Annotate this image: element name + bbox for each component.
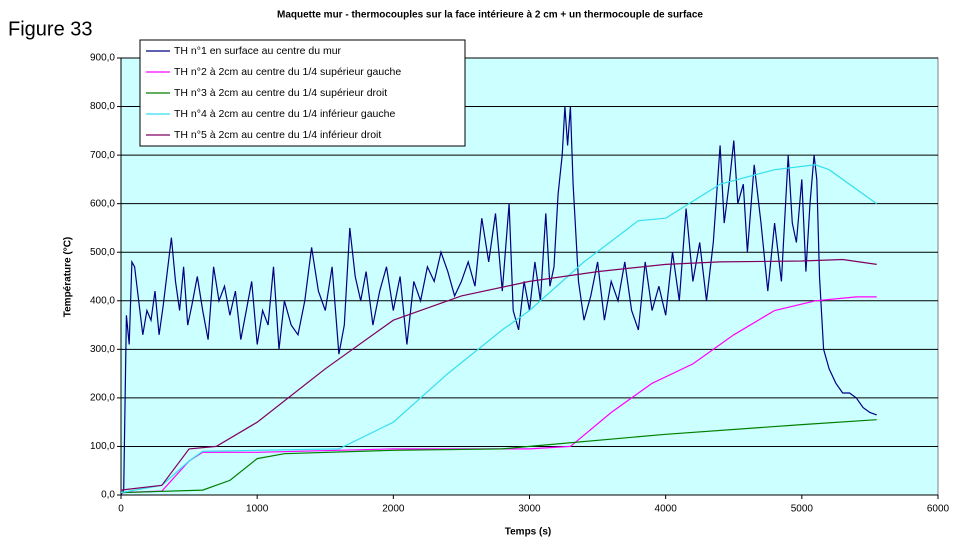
legend-box	[139, 39, 466, 147]
legend-label: TH n°3 à 2cm au centre du 1/4 supérieur …	[174, 87, 387, 99]
y-tick-label: 300,0	[90, 344, 115, 355]
legend-label: TH n°1 en surface au centre du mur	[174, 45, 342, 57]
x-tick-label: 5000	[791, 504, 814, 515]
y-axis-label: Température (°C)	[63, 237, 74, 318]
y-tick-label: 800,0	[90, 101, 115, 112]
y-tick-label: 200,0	[90, 393, 115, 404]
y-tick-label: 600,0	[90, 198, 115, 209]
x-tick-label: 2000	[382, 504, 405, 515]
series-line	[120, 419, 877, 494]
y-tick-label: 900,0	[90, 53, 115, 64]
y-tick-label: 0,0	[101, 490, 115, 501]
legend-label: TH n°4 à 2cm au centre du 1/4 inférieur …	[174, 108, 395, 120]
series-line	[120, 258, 877, 491]
series-line	[120, 106, 877, 496]
x-tick-label: 0	[118, 504, 124, 515]
y-tick-label: 400,0	[90, 295, 115, 306]
x-axis-label: Temps (s)	[505, 527, 552, 538]
legend-label: TH n°2 à 2cm au centre du 1/4 supérieur …	[174, 66, 401, 78]
series-line	[120, 164, 878, 494]
y-tick-label: 700,0	[90, 150, 115, 161]
y-tick-label: 100,0	[90, 441, 115, 452]
x-tick-label: 4000	[655, 504, 678, 515]
figure-label: Figure 33	[8, 18, 93, 40]
y-tick-label: 500,0	[90, 247, 115, 258]
x-tick-label: 1000	[246, 504, 269, 515]
legend-label: TH n°5 à 2cm au centre du 1/4 inférieur …	[174, 129, 381, 141]
x-tick-label: 3000	[518, 504, 541, 515]
chart-title: Maquette mur - thermocouples sur la face…	[277, 10, 703, 21]
x-tick-label: 6000	[927, 504, 950, 515]
